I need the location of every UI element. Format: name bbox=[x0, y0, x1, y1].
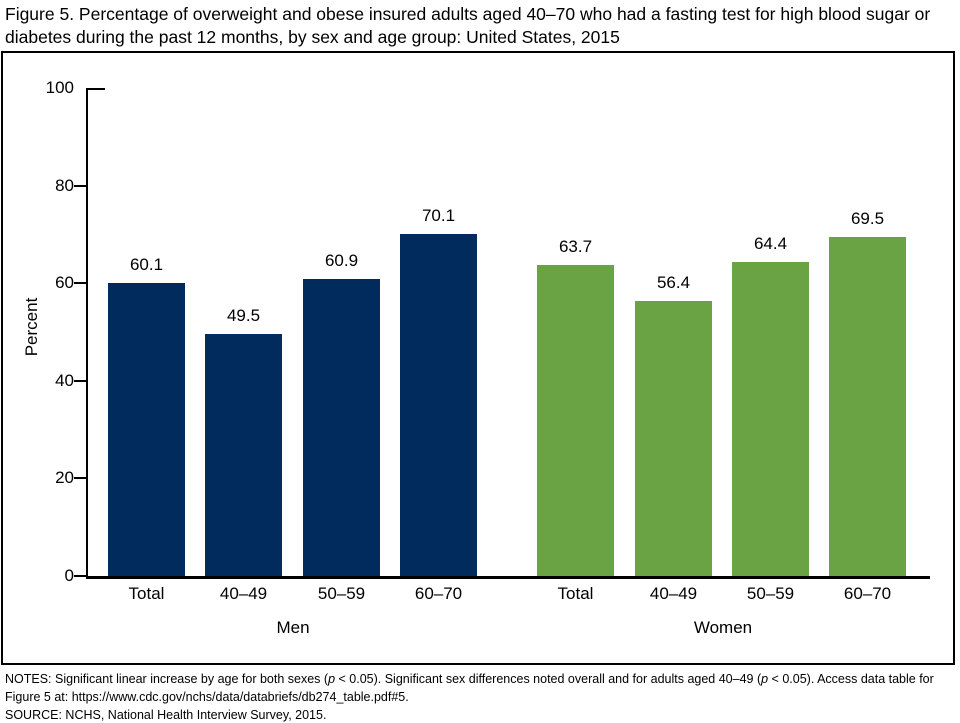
figure-title: Figure 5. Percentage of overweight and o… bbox=[5, 4, 931, 47]
notes-text: NOTES: Significant linear increase by ag… bbox=[5, 670, 953, 706]
bar-women-50-59 bbox=[732, 261, 809, 576]
women-group-label: Women bbox=[693, 618, 753, 637]
category-label-women-total: Total bbox=[557, 584, 594, 603]
source-text: SOURCE: NCHS, National Health Interview … bbox=[5, 708, 327, 722]
notes-part: < 0.05). Access data table for Figure 5 … bbox=[5, 672, 934, 704]
y-axis-line bbox=[86, 88, 88, 579]
chart-frame: Percent 0 20 40 60 80 100 60.1 Total 49.5 40–49 60… bbox=[1, 51, 955, 665]
bar-men-40-49 bbox=[205, 334, 282, 576]
category-label-women-50-59: 50–59 bbox=[746, 584, 795, 603]
notes-part: NOTES: Significant linear increase by ag… bbox=[5, 672, 329, 686]
bar-women-60-70 bbox=[829, 236, 906, 576]
category-label-men-50-59: 50–59 bbox=[317, 584, 366, 603]
notes-part: < 0.05). Significant sex differences not… bbox=[335, 672, 762, 686]
y-tick-label-0: 0 bbox=[64, 566, 74, 585]
category-label-women-40-49: 40–49 bbox=[649, 584, 698, 603]
category-label-men-60-70: 60–70 bbox=[414, 584, 463, 603]
notes-p-italic: p bbox=[328, 672, 336, 686]
men-group-label: Men bbox=[276, 618, 310, 637]
y-tick-80 bbox=[74, 184, 86, 187]
value-label-men-50-59: 60.9 bbox=[324, 250, 359, 270]
y-tick-label-40: 40 bbox=[55, 370, 74, 390]
category-label-men-total: Total bbox=[128, 584, 165, 603]
bar-women-total bbox=[537, 265, 614, 576]
y-tick-label-60: 60 bbox=[55, 273, 74, 293]
notes-block: NOTES: Significant linear increase by ag… bbox=[5, 670, 953, 723]
value-label-men-40-49: 49.5 bbox=[226, 306, 261, 326]
value-label-women-40-49: 56.4 bbox=[656, 272, 691, 292]
x-axis-line bbox=[86, 576, 930, 579]
category-label-men-40-49: 40–49 bbox=[219, 584, 268, 603]
y-tick-label-80: 80 bbox=[55, 175, 74, 195]
value-label-men-total: 60.1 bbox=[129, 254, 164, 274]
bar-men-50-59 bbox=[303, 278, 380, 576]
bar-women-40-49 bbox=[635, 300, 712, 576]
category-label-women-60-70: 60–70 bbox=[843, 584, 892, 603]
notes-p-italic: p bbox=[761, 672, 769, 686]
y-tick-label-100: 100 bbox=[45, 78, 74, 97]
value-label-women-total: 63.7 bbox=[558, 237, 593, 257]
y-tick-60 bbox=[74, 282, 86, 285]
value-label-women-50-59: 64.4 bbox=[753, 233, 788, 253]
y-axis-label: Percent bbox=[22, 297, 41, 357]
bar-men-total bbox=[108, 282, 185, 576]
y-axis-top-tick bbox=[88, 88, 105, 90]
y-tick-40 bbox=[74, 379, 86, 382]
value-label-women-60-70: 69.5 bbox=[850, 208, 885, 228]
y-tick-20 bbox=[74, 477, 86, 480]
y-tick-label-20: 20 bbox=[55, 468, 74, 488]
y-tick-0 bbox=[74, 575, 86, 577]
value-label-men-60-70: 70.1 bbox=[421, 205, 456, 225]
bar-men-60-70 bbox=[400, 233, 477, 576]
